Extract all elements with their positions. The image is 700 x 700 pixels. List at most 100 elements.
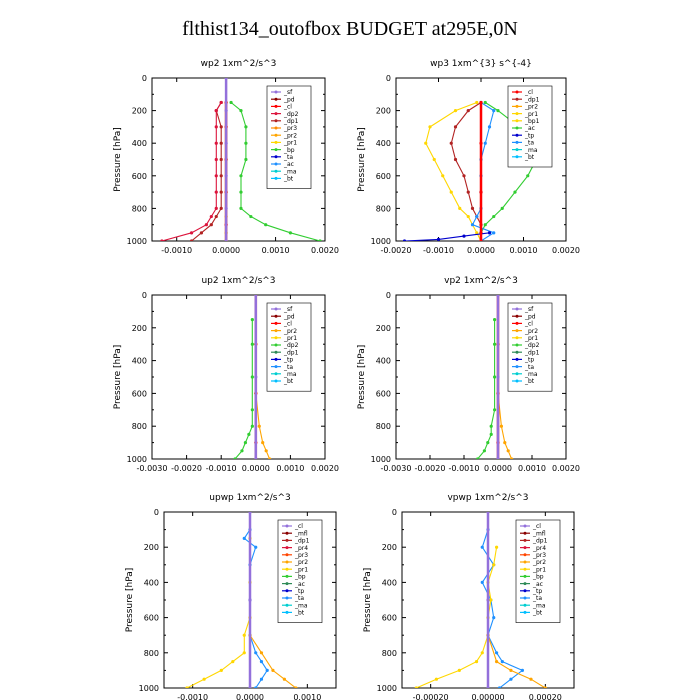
legend-label: _tp [532, 588, 542, 595]
legend: _sf_pd_cl_pr2_pr1_dp2_dp1_tp_ta_ma_bt [266, 302, 312, 392]
series-point-_pr1 [475, 231, 479, 235]
legend-marker [274, 148, 278, 152]
series-point-_dp2 [214, 141, 218, 145]
series-point-_dp1 [449, 141, 453, 145]
legend: _sf_pd_cl_dp2_dp1_pr3_pr2_pr1_bp_ta_ac_m… [266, 85, 312, 189]
series-point-_dp1 [219, 206, 223, 210]
legend-label: _pr3 [294, 552, 308, 559]
series-point-_pr2 [294, 686, 298, 688]
x-tick-label: -0.0030 [381, 464, 412, 473]
legend-label: _pr2 [524, 328, 538, 335]
y-tick-label: 1000 [377, 684, 397, 693]
plot-panel: wp2 1xm^2/s^3 Pressure [hPa] 0 200 400 600 800… [113, 59, 339, 255]
legend-label: _pr1 [524, 335, 538, 342]
legend-label: _pr1 [283, 335, 297, 342]
series-point-_ta [470, 223, 475, 227]
series-group [233, 295, 272, 459]
series-point-_bp [239, 190, 243, 194]
plot-panel: upwp 1xm^2/s^3 Pressure [hPa] 0 200 400 600 80… [125, 493, 337, 700]
series-point-_ta [254, 545, 258, 549]
legend-marker [285, 524, 289, 528]
series-point-_ta [487, 125, 492, 129]
legend-marker [515, 133, 519, 137]
series-point-_dp2 [489, 424, 493, 428]
y-tick-label: 0 [392, 508, 397, 517]
x-tick-label: 0.0020 [552, 246, 580, 255]
x-tick-label: -0.0010 [161, 246, 192, 255]
series-point-_bp [288, 231, 292, 235]
legend-marker [515, 365, 519, 369]
legend-label: _bt [283, 176, 294, 183]
series-point-_ta [492, 109, 496, 113]
legend-marker [274, 329, 278, 333]
series-point-_pr1 [202, 677, 206, 681]
y-tick-label: 400 [144, 578, 159, 587]
series-point-_bp [264, 223, 268, 227]
series-line-_ta [481, 529, 524, 688]
series-point-_pr2 [509, 668, 513, 673]
series-point-_ta [483, 141, 487, 145]
x-tick-label: 0.0010 [276, 464, 304, 473]
series-point-_pr1 [480, 651, 484, 655]
series-point-_pr2 [261, 441, 265, 445]
legend: _sf_pd_cl_pr2_pr1_dp2_dp1_tp_ta_ma_bt [507, 302, 553, 392]
series-point-_bp [244, 157, 248, 162]
series-point-_dp2 [250, 342, 254, 346]
series-point-_dp1 [466, 109, 470, 113]
legend-marker [274, 104, 278, 108]
legend-box [266, 302, 312, 392]
series-point-_dp2 [214, 206, 218, 210]
series-point-_pr2 [499, 424, 503, 428]
x-tick-label: -0.0010 [423, 246, 454, 255]
x-tick-label: 0.0010 [518, 464, 546, 473]
series-point-_ta [254, 686, 258, 688]
series-point-_ac [483, 100, 487, 105]
series-point-_dp1 [453, 125, 458, 129]
series-group [476, 295, 514, 459]
series-point-_ta [492, 616, 496, 620]
legend: _cl_mfl_dp1_pr4_pr3_pr2_pr1_bp_ac_tp_ta_… [515, 519, 561, 623]
series-point-_pr1 [414, 686, 418, 688]
series-point-_cl [486, 686, 490, 688]
series-point-_sf [254, 295, 258, 297]
series-point-_ac [526, 174, 530, 178]
legend-marker [274, 119, 278, 123]
series-point-_pr2 [259, 651, 264, 655]
legend-box [507, 302, 553, 392]
legend-marker [274, 321, 278, 325]
series-line-_dp2 [477, 319, 496, 459]
y-tick-label: 200 [132, 107, 147, 116]
series-point-_pr1 [489, 598, 493, 602]
series-point-_sf [224, 174, 228, 178]
series-point-_pr1 [242, 651, 246, 655]
series-point-_dp2 [214, 109, 218, 113]
legend-label: _mfl [294, 530, 308, 537]
legend-marker [515, 112, 519, 116]
legend-label: _bp [283, 147, 295, 154]
legend-label: _tp [283, 357, 293, 364]
plot-panel: vp2 1xm^2/s^3 Pressure [hPa] 0 200 400 600 800… [357, 276, 580, 473]
series-point-_sf [496, 457, 500, 459]
x-tick-label: 0.0010 [293, 693, 321, 700]
plot-panel: vpwp 1xm^2/s^3 Pressure [hPa] 0 200 400 600 80… [363, 493, 575, 700]
series-point-_pr1 [219, 668, 223, 673]
series-point-_ac [483, 223, 487, 227]
x-tick-label: -0.0020 [381, 246, 412, 255]
legend-marker [274, 365, 278, 369]
series-line-_dp1 [450, 102, 482, 241]
x-tick-label: 0.0020 [552, 464, 580, 473]
series-point-_cl [248, 598, 252, 602]
series-point-_dp2 [214, 174, 218, 178]
series-point-_dp1 [453, 157, 458, 162]
legend-marker [274, 126, 278, 130]
series-point-_dp1 [219, 141, 223, 145]
x-tick-label: 0.00020 [529, 693, 562, 700]
legend-label: _ma [524, 371, 538, 378]
series-point-_dp2 [209, 214, 213, 219]
legend-label: _ma [283, 371, 297, 378]
series-point-_dp1 [219, 125, 223, 129]
y-tick-label: 800 [382, 649, 397, 658]
legend-marker [515, 140, 519, 144]
legend: _cl_mfl_dp1_pr4_pr3_pr2_pr1_bp_ac_tp_ta_… [277, 519, 323, 623]
